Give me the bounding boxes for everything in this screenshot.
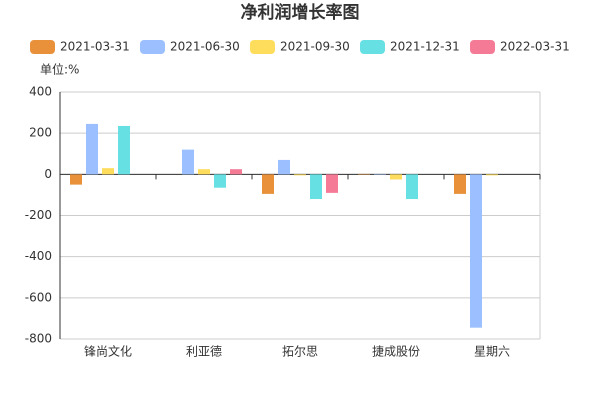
bar <box>182 149 194 175</box>
bar <box>358 173 370 175</box>
legend-swatch <box>360 40 385 54</box>
bar <box>198 169 210 175</box>
x-tick-label: 利亚德 <box>186 344 222 359</box>
bar <box>470 174 482 328</box>
bar <box>278 159 290 175</box>
bar <box>118 125 130 175</box>
y-tick-label: 400 <box>29 85 52 99</box>
y-tick-label: -800 <box>25 332 52 346</box>
y-tick-label: -600 <box>25 290 52 304</box>
y-tick-label: -200 <box>25 208 52 222</box>
legend-label: 2021-03-31 <box>60 40 130 54</box>
bar <box>390 174 402 180</box>
bar <box>326 174 338 193</box>
legend-label: 2021-06-30 <box>170 40 240 54</box>
bar <box>406 174 418 200</box>
legend-swatch <box>140 40 165 54</box>
bar <box>294 174 306 176</box>
x-tick-label: 拓尔思 <box>282 344 318 359</box>
bar <box>310 174 322 200</box>
y-tick-label: 0 <box>44 167 52 181</box>
bar <box>486 174 498 176</box>
bar <box>374 173 386 175</box>
legend-swatch <box>30 40 55 54</box>
legend-label: 2022-03-31 <box>500 40 570 54</box>
bar <box>70 174 82 185</box>
bar <box>214 174 226 188</box>
y-tick-label: 200 <box>29 126 52 140</box>
legend-swatch <box>470 40 495 54</box>
bar <box>230 169 242 175</box>
x-tick-label: 星期六 <box>474 345 510 359</box>
legend-swatch <box>250 40 275 54</box>
bar <box>86 123 98 175</box>
legend-label: 2021-12-31 <box>390 40 460 54</box>
unit-label: 单位:% <box>40 62 79 77</box>
bar <box>102 168 114 175</box>
x-tick-label: 锋尚文化 <box>84 344 132 359</box>
chart-title: 净利润增长率图 <box>241 2 360 23</box>
x-tick-label: 捷成股份 <box>372 345 420 359</box>
legend-label: 2021-09-30 <box>280 40 350 54</box>
y-tick-label: -400 <box>25 249 52 263</box>
bar <box>262 174 274 194</box>
bar <box>454 174 466 194</box>
